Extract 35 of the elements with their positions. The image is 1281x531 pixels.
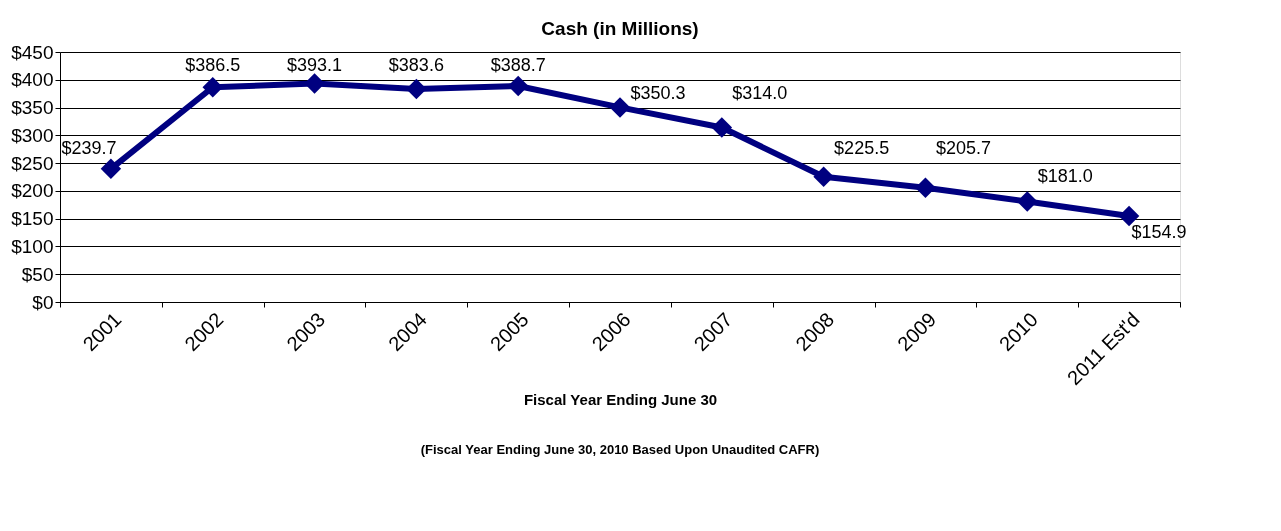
- text: (Fiscal Year Ending June 30, 2010 Based Upon Unaudited CAFR): [420, 442, 820, 457]
- data-label: $181.0: [1037, 166, 1093, 186]
- data-label: $314.0: [732, 82, 788, 103]
- point: [609, 97, 631, 118]
- data-label: $388.7: [490, 54, 546, 75]
- y-tick-label: $350: [11, 97, 54, 119]
- y-tick-label: $50: [21, 263, 54, 285]
- y-tick-label: $400: [11, 69, 54, 91]
- y-tick-label: $100: [11, 235, 54, 257]
- point: [100, 158, 122, 180]
- point: [304, 73, 325, 94]
- data-label: $393.1: [287, 54, 343, 75]
- point: [1017, 191, 1038, 212]
- data-label: $383.6: [388, 54, 444, 75]
- x-axis-title: Fiscal Year Ending June 30: [523, 390, 718, 408]
- y-tick-label: $0: [32, 291, 54, 313]
- y-tick-label: $450: [11, 41, 54, 63]
- y-tick-label: $150: [11, 208, 54, 230]
- y-tick-label: $200: [11, 180, 54, 202]
- point: [406, 78, 427, 100]
- data-label: $350.3: [630, 82, 686, 103]
- point: [915, 177, 936, 198]
- chart-title: Cash (in Millions): [541, 18, 699, 39]
- y-tick-label: $300: [11, 124, 54, 146]
- y-tick-label: $250: [11, 152, 54, 174]
- point: [507, 75, 529, 97]
- point: [202, 77, 223, 98]
- data-label: $205.7: [935, 138, 991, 159]
- data-label: $225.5: [834, 138, 890, 159]
- data-label: $154.9: [1131, 221, 1187, 242]
- data-label: $239.7: [61, 138, 117, 159]
- point: [813, 166, 834, 187]
- data-label: $386.5: [185, 54, 241, 75]
- point: [1118, 205, 1140, 227]
- point: [711, 117, 733, 138]
